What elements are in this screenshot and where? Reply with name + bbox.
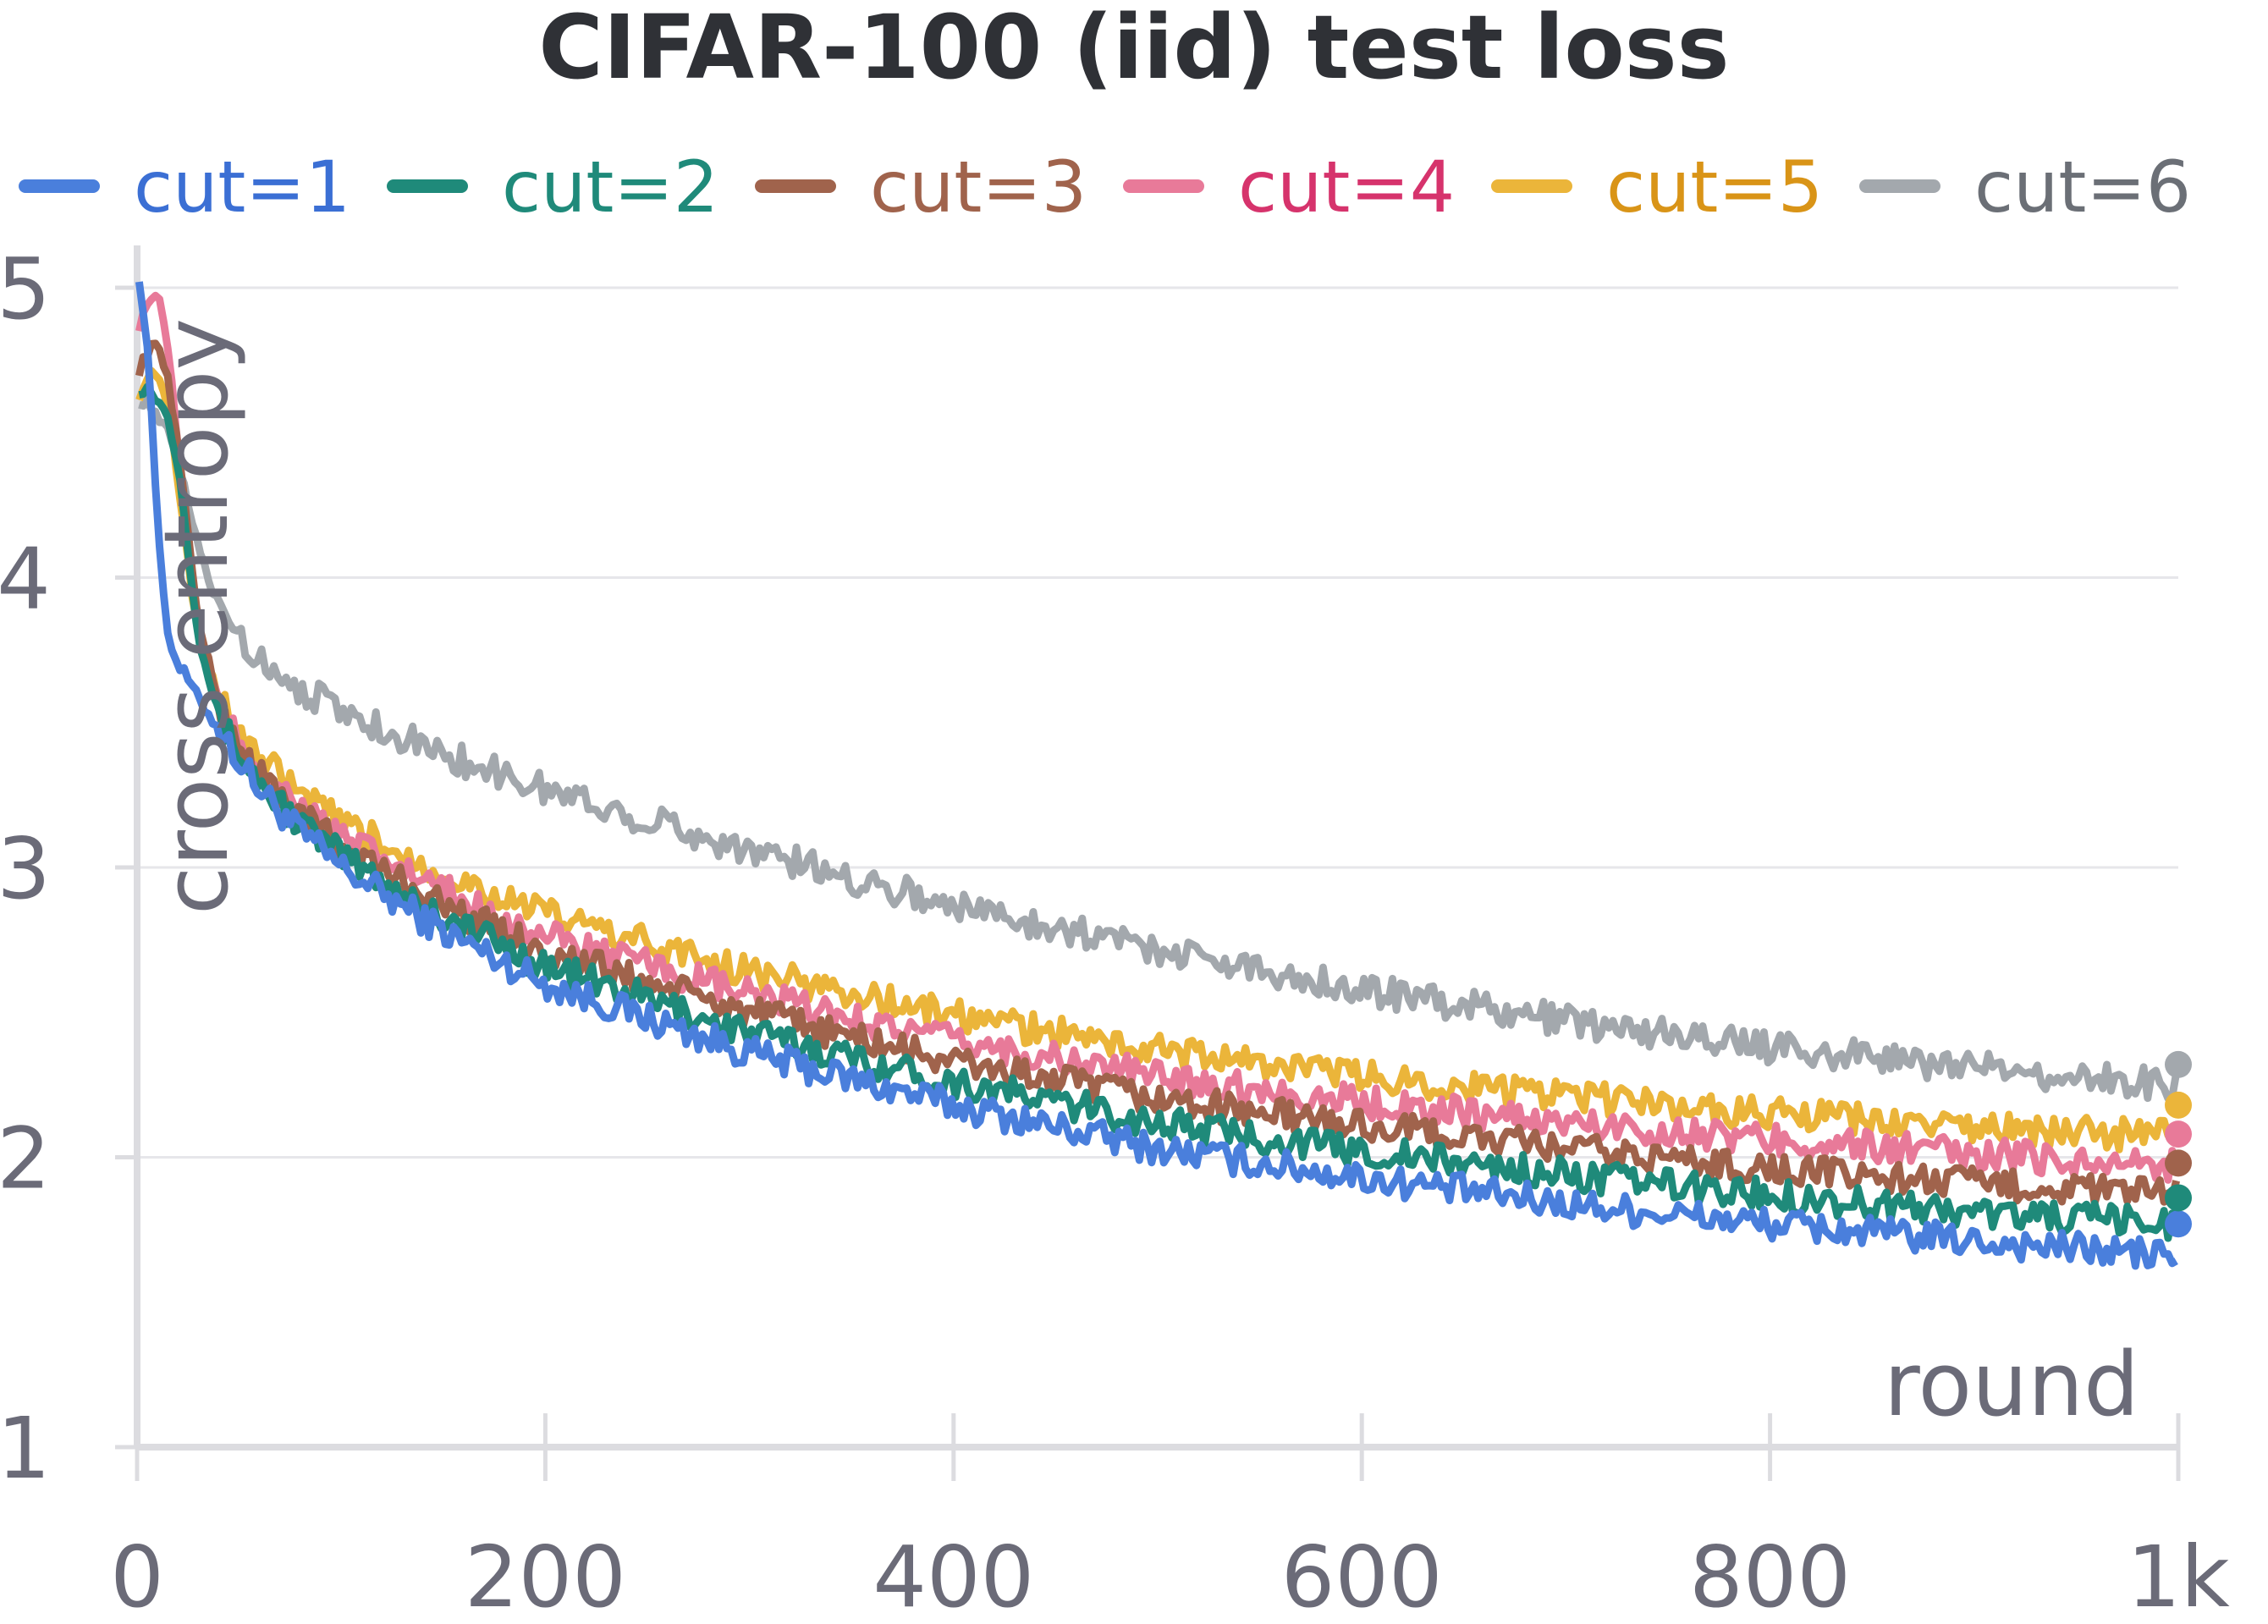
y-axis-title: cross entropy (145, 318, 248, 915)
y-tick-labels: 1 2 3 4 5 (0, 239, 51, 1498)
series-line-cut-2 (138, 383, 2180, 1242)
series-line-cut-4 (135, 291, 2181, 1184)
legend: cut=1 cut=2 cut=3 cut=4 cut=5 cut=6 (19, 146, 2191, 228)
gridlines (115, 285, 2178, 1450)
series-line-cut-3 (135, 339, 2180, 1207)
series-line-cut-1 (135, 281, 2178, 1270)
x-tick-label: 200 (465, 1528, 626, 1624)
legend-label-cut-2: cut=2 (502, 146, 718, 228)
y-tick-label: 1 (0, 1399, 51, 1498)
series-lines (135, 281, 2181, 1270)
y-tick-label: 5 (0, 239, 51, 339)
end-marker-cut-5 (2165, 1091, 2192, 1119)
legend-label-cut-1: cut=1 (134, 146, 350, 228)
x-tick-label: 1k (2127, 1528, 2230, 1624)
end-marker-cut-3 (2165, 1149, 2192, 1177)
end-marker-cut-1 (2165, 1210, 2192, 1238)
legend-label-cut-6: cut=6 (1974, 146, 2191, 228)
y-tick-label: 4 (0, 530, 51, 629)
x-tick-label: 800 (1689, 1528, 1851, 1624)
end-marker-cut-4 (2165, 1120, 2192, 1148)
chart-title: CIFAR-100 (iid) test loss (538, 0, 1729, 99)
series-line-cut-6 (138, 395, 2181, 1103)
legend-label-cut-5: cut=5 (1606, 146, 1823, 228)
end-markers (2165, 1050, 2192, 1238)
x-tick-labels: 0 200 400 600 800 1k (110, 1413, 2230, 1624)
series-line-cut-5 (135, 366, 2177, 1153)
axes (134, 245, 2178, 1451)
x-tick-label: 0 (110, 1528, 164, 1624)
legend-label-cut-4: cut=4 (1238, 146, 1455, 228)
y-tick-label: 2 (0, 1109, 51, 1208)
legend-label-cut-3: cut=3 (870, 146, 1087, 228)
x-tick-label: 400 (873, 1528, 1034, 1624)
y-tick-label: 3 (0, 819, 51, 918)
x-axis-title: round (1884, 1333, 2139, 1436)
end-marker-cut-2 (2165, 1184, 2192, 1212)
end-marker-cut-6 (2165, 1050, 2192, 1078)
x-tick-label: 600 (1281, 1528, 1443, 1624)
